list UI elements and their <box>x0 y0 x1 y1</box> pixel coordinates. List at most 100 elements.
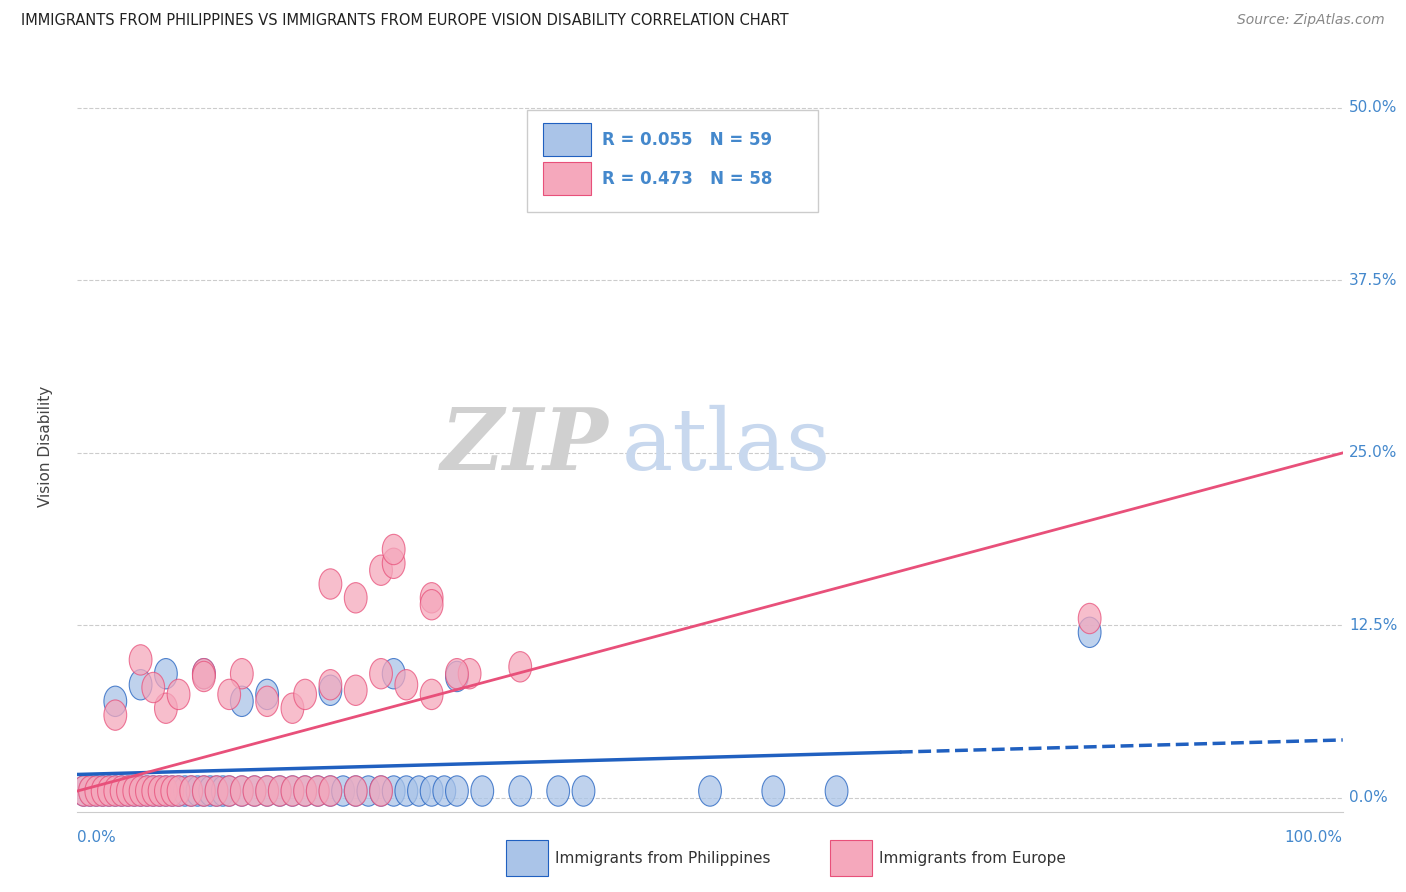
FancyBboxPatch shape <box>543 123 591 155</box>
Ellipse shape <box>281 776 304 806</box>
Ellipse shape <box>180 776 202 806</box>
Ellipse shape <box>173 776 197 806</box>
Ellipse shape <box>825 776 848 806</box>
Text: IMMIGRANTS FROM PHILIPPINES VS IMMIGRANTS FROM EUROPE VISION DISABILITY CORRELAT: IMMIGRANTS FROM PHILIPPINES VS IMMIGRANT… <box>21 13 789 29</box>
Ellipse shape <box>79 776 101 806</box>
Ellipse shape <box>307 776 329 806</box>
Ellipse shape <box>155 693 177 723</box>
Text: Source: ZipAtlas.com: Source: ZipAtlas.com <box>1237 13 1385 28</box>
Ellipse shape <box>142 673 165 703</box>
Ellipse shape <box>382 534 405 565</box>
Ellipse shape <box>420 590 443 620</box>
Ellipse shape <box>471 776 494 806</box>
Ellipse shape <box>256 679 278 710</box>
Text: 50.0%: 50.0% <box>1348 101 1398 115</box>
Ellipse shape <box>420 776 443 806</box>
Ellipse shape <box>160 776 184 806</box>
Ellipse shape <box>167 776 190 806</box>
Ellipse shape <box>1078 603 1101 633</box>
Ellipse shape <box>357 776 380 806</box>
Text: Immigrants from Europe: Immigrants from Europe <box>879 851 1066 865</box>
Ellipse shape <box>218 776 240 806</box>
Ellipse shape <box>122 776 146 806</box>
Ellipse shape <box>307 776 329 806</box>
FancyBboxPatch shape <box>543 162 591 195</box>
Ellipse shape <box>84 776 108 806</box>
Ellipse shape <box>294 679 316 710</box>
Ellipse shape <box>243 776 266 806</box>
Ellipse shape <box>446 658 468 689</box>
Ellipse shape <box>446 776 468 806</box>
Ellipse shape <box>122 776 146 806</box>
Ellipse shape <box>332 776 354 806</box>
Text: Vision Disability: Vision Disability <box>38 385 53 507</box>
Ellipse shape <box>129 645 152 675</box>
Ellipse shape <box>231 658 253 689</box>
Ellipse shape <box>319 675 342 706</box>
Ellipse shape <box>382 776 405 806</box>
Text: 100.0%: 100.0% <box>1285 830 1343 845</box>
Ellipse shape <box>193 776 215 806</box>
Ellipse shape <box>382 548 405 579</box>
Ellipse shape <box>72 776 96 806</box>
Ellipse shape <box>1078 617 1101 648</box>
Ellipse shape <box>193 658 215 689</box>
Ellipse shape <box>699 776 721 806</box>
Ellipse shape <box>509 776 531 806</box>
Ellipse shape <box>395 670 418 700</box>
Ellipse shape <box>294 776 316 806</box>
Text: 37.5%: 37.5% <box>1348 273 1398 288</box>
Ellipse shape <box>762 776 785 806</box>
Ellipse shape <box>155 658 177 689</box>
Ellipse shape <box>180 776 202 806</box>
Ellipse shape <box>420 582 443 613</box>
Text: atlas: atlas <box>621 404 831 488</box>
Ellipse shape <box>344 582 367 613</box>
Text: 12.5%: 12.5% <box>1348 618 1398 633</box>
Ellipse shape <box>319 776 342 806</box>
Ellipse shape <box>97 776 121 806</box>
Ellipse shape <box>91 776 114 806</box>
Ellipse shape <box>135 776 159 806</box>
Text: R = 0.055   N = 59: R = 0.055 N = 59 <box>603 130 772 149</box>
Ellipse shape <box>370 658 392 689</box>
Text: 0.0%: 0.0% <box>77 830 117 845</box>
Ellipse shape <box>167 776 190 806</box>
Ellipse shape <box>160 776 184 806</box>
Ellipse shape <box>110 776 134 806</box>
Ellipse shape <box>382 658 405 689</box>
Ellipse shape <box>319 670 342 700</box>
Ellipse shape <box>104 700 127 731</box>
Ellipse shape <box>97 776 121 806</box>
Ellipse shape <box>104 776 127 806</box>
Ellipse shape <box>72 776 96 806</box>
Ellipse shape <box>104 776 127 806</box>
Ellipse shape <box>370 555 392 585</box>
Ellipse shape <box>218 776 240 806</box>
Ellipse shape <box>294 776 316 806</box>
Ellipse shape <box>155 776 177 806</box>
Ellipse shape <box>117 776 139 806</box>
Ellipse shape <box>256 776 278 806</box>
Ellipse shape <box>129 776 152 806</box>
Text: 25.0%: 25.0% <box>1348 445 1398 460</box>
Ellipse shape <box>281 776 304 806</box>
Ellipse shape <box>110 776 134 806</box>
Ellipse shape <box>142 776 165 806</box>
Ellipse shape <box>408 776 430 806</box>
Ellipse shape <box>148 776 172 806</box>
Ellipse shape <box>186 776 209 806</box>
Ellipse shape <box>269 776 291 806</box>
Ellipse shape <box>509 652 531 682</box>
Ellipse shape <box>458 658 481 689</box>
Ellipse shape <box>243 776 266 806</box>
Ellipse shape <box>370 776 392 806</box>
Ellipse shape <box>129 670 152 700</box>
Ellipse shape <box>446 661 468 691</box>
Ellipse shape <box>193 776 215 806</box>
Ellipse shape <box>231 776 253 806</box>
Ellipse shape <box>104 686 127 716</box>
Ellipse shape <box>198 776 222 806</box>
Ellipse shape <box>129 776 152 806</box>
Ellipse shape <box>218 679 240 710</box>
